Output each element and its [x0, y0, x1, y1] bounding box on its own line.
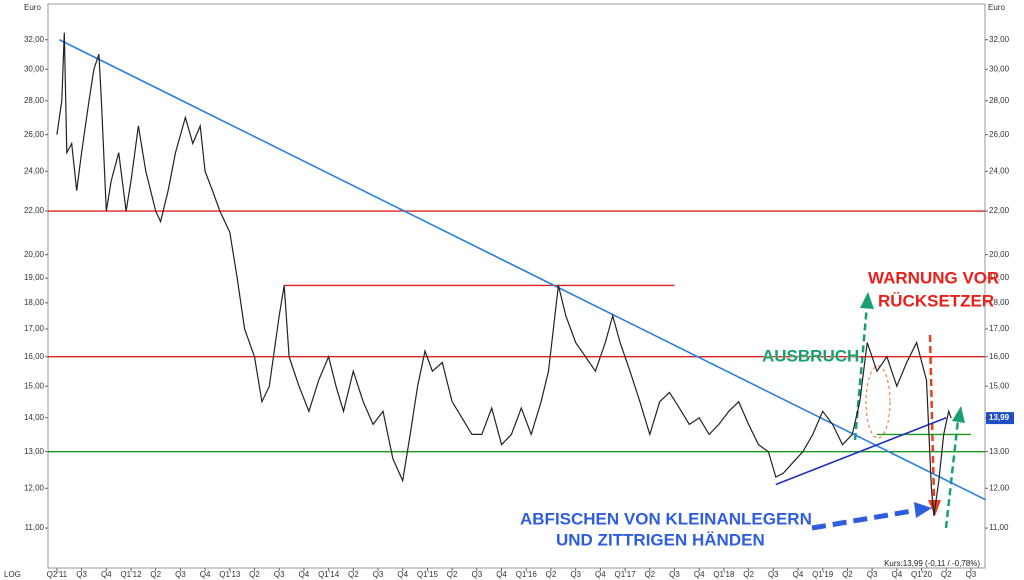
- x-tick-label: Q1'16: [516, 570, 538, 579]
- x-tick-label: Q1'20: [911, 570, 933, 579]
- y-tick-label-right: 26,00: [989, 130, 1010, 139]
- x-tick-label: Q2'11: [47, 570, 68, 579]
- x-tick-label: Q4: [299, 570, 310, 579]
- x-tick-label: Q1'15: [417, 570, 439, 579]
- x-tick-label: Q4: [793, 570, 804, 579]
- y-tick-label-right: 17,00: [989, 324, 1010, 333]
- annotation: UND ZITTRIGEN HÄNDEN: [556, 530, 765, 549]
- y-tick-label: 24,00: [24, 166, 45, 175]
- annotation: RÜCKSETZER: [878, 291, 994, 310]
- x-tick-label: Q2: [150, 570, 161, 579]
- y-tick-label: 32,00: [24, 35, 45, 44]
- y-tick-label-right: 30,00: [989, 64, 1010, 73]
- x-tick-label: Q2: [941, 570, 952, 579]
- y-tick-label: 26,00: [24, 130, 45, 139]
- x-tick-label: Q3: [966, 570, 977, 579]
- annotation: ABFISCHEN VON KLEINANLEGERN: [520, 509, 812, 528]
- y-tick-label-right: 22,00: [989, 206, 1010, 215]
- x-tick-label: Q2: [348, 570, 359, 579]
- y-tick-label-right: 13,00: [989, 447, 1010, 456]
- price-tag: [986, 412, 1014, 425]
- y-tick-label: 19,00: [24, 273, 45, 282]
- scale-label: LOG: [4, 570, 21, 579]
- x-tick-label: Q2: [842, 570, 853, 579]
- y-tick-label: 17,00: [24, 324, 45, 333]
- y-tick-label-right: 18,00: [989, 298, 1010, 307]
- y-tick-label-right: 11,00: [989, 523, 1009, 532]
- x-tick-label: Q2: [447, 570, 458, 579]
- x-tick-label: Q3: [472, 570, 483, 579]
- x-tick-label: Q3: [669, 570, 680, 579]
- y-tick-label-right: 32,00: [989, 35, 1010, 44]
- y-axis-label: Euro: [24, 3, 41, 12]
- x-tick-label: Q1'13: [219, 570, 241, 579]
- x-tick-label: Q1'18: [713, 570, 735, 579]
- y-tick-label: 22,00: [24, 206, 45, 215]
- y-tick-label-right: 12,00: [989, 483, 1010, 492]
- y-tick-label: 11,00: [25, 523, 45, 532]
- x-tick-label: Q1'14: [318, 570, 340, 579]
- price-info: Kurs:13,99 (-0,11 / -0,78%): [884, 559, 980, 568]
- y-axis-label-right: Euro: [988, 3, 1005, 12]
- x-tick-label: Q3: [175, 570, 186, 579]
- y-tick-label-right: 28,00: [989, 96, 1010, 105]
- x-tick-label: Q4: [496, 570, 507, 579]
- x-tick-label: Q3: [76, 570, 87, 579]
- x-tick-label: Q1'19: [812, 570, 834, 579]
- y-tick-label: 15,00: [24, 381, 45, 390]
- x-tick-label: Q2: [644, 570, 655, 579]
- x-tick-label: Q4: [595, 570, 606, 579]
- x-tick-label: Q2: [249, 570, 260, 579]
- x-tick-label: Q4: [694, 570, 705, 579]
- x-tick-label: Q4: [101, 570, 112, 579]
- x-tick-label: Q1'17: [615, 570, 637, 579]
- annotation: AUSBRUCH: [762, 346, 859, 365]
- y-tick-label: 12,00: [24, 483, 45, 492]
- y-tick-label-right: 19,00: [989, 273, 1010, 282]
- y-tick-label: 28,00: [24, 96, 45, 105]
- x-tick-label: Q4: [200, 570, 211, 579]
- x-tick-label: Q2: [743, 570, 754, 579]
- y-tick-label-right: 24,00: [989, 166, 1010, 175]
- x-tick-label: Q3: [768, 570, 779, 579]
- x-tick-label: Q3: [570, 570, 581, 579]
- y-tick-label-right: 15,00: [989, 381, 1010, 390]
- y-tick-label: 18,00: [24, 298, 45, 307]
- y-tick-label-right: 20,00: [989, 250, 1010, 259]
- annotation: WARNUNG VOR: [868, 268, 999, 287]
- price-tag-label: 13,99: [989, 413, 1010, 422]
- y-tick-label: 30,00: [24, 64, 45, 73]
- x-tick-label: Q1'12: [120, 570, 142, 579]
- x-tick-label: Q2: [546, 570, 557, 579]
- x-tick-label: Q3: [867, 570, 878, 579]
- arrows: [811, 292, 965, 531]
- trend-line: [775, 417, 947, 486]
- y-tick-label: 14,00: [24, 413, 45, 422]
- y-tick-label: 16,00: [24, 352, 45, 361]
- y-tick-label-right: 16,00: [989, 352, 1010, 361]
- x-tick-label: Q4: [397, 570, 408, 579]
- x-tick-label: Q4: [891, 570, 902, 579]
- y-tick-label: 13,00: [24, 447, 45, 456]
- price-line: [56, 32, 952, 516]
- y-tick-label: 20,00: [24, 250, 45, 259]
- x-tick-label: Q3: [274, 570, 285, 579]
- x-tick-label: Q3: [373, 570, 384, 579]
